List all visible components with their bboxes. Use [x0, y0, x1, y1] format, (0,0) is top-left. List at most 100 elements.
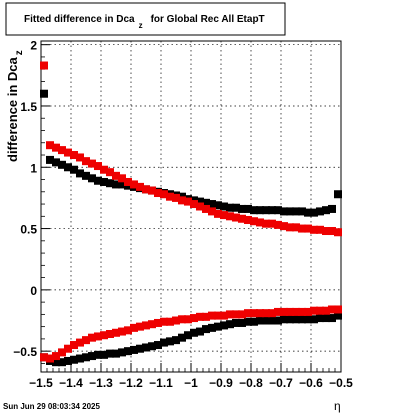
data-point-red: [286, 223, 294, 232]
y-tick-label: −0.5: [13, 345, 37, 359]
data-point-black: [280, 207, 288, 216]
data-point-red: [46, 354, 54, 363]
data-point-red: [64, 344, 72, 353]
data-point-red: [208, 311, 216, 320]
data-point-red: [304, 224, 312, 233]
data-point-red: [334, 228, 342, 237]
data-point-red: [262, 219, 270, 228]
data-point-red: [124, 177, 132, 186]
data-point-red: [226, 310, 234, 319]
data-point-red: [52, 352, 60, 361]
data-point-red: [76, 338, 84, 347]
data-point-red: [40, 353, 48, 362]
data-point-black: [148, 342, 156, 351]
data-point-black: [244, 317, 252, 326]
data-point-black: [70, 165, 78, 174]
data-point-black: [316, 314, 324, 323]
data-point-black: [244, 204, 252, 213]
data-point-black: [214, 201, 222, 210]
data-point-black: [136, 344, 144, 353]
data-point-black: [40, 89, 48, 98]
data-point-black: [82, 353, 90, 362]
data-point-black: [238, 204, 246, 213]
data-point-black: [328, 204, 336, 213]
data-point-black: [268, 316, 276, 325]
y-tick-label: 1.5: [20, 100, 37, 114]
data-point-black: [202, 325, 210, 334]
data-point-black: [256, 316, 264, 325]
data-point-black: [250, 206, 258, 215]
data-point-red: [142, 321, 150, 330]
data-point-red: [136, 182, 144, 191]
data-point-red: [328, 305, 336, 314]
data-point-black: [316, 207, 324, 216]
data-point-black: [310, 208, 318, 217]
data-point-red: [316, 225, 324, 234]
data-point-black: [250, 317, 258, 326]
data-point-red: [202, 204, 210, 213]
data-point-black: [118, 180, 126, 189]
data-point-red: [304, 307, 312, 316]
data-point-black: [304, 315, 312, 324]
x-tick-label: −0.7: [269, 376, 293, 390]
data-point-red: [196, 202, 204, 211]
data-point-red: [280, 307, 288, 316]
data-point-red: [154, 318, 162, 327]
data-point-black: [262, 206, 270, 215]
data-point-red: [208, 207, 216, 216]
data-point-black: [106, 349, 114, 358]
data-point-red: [178, 196, 186, 205]
y-axis-label: difference in Dcaz: [5, 50, 25, 162]
data-point-red: [190, 200, 198, 209]
data-point-red: [52, 143, 60, 152]
data-point-red: [268, 309, 276, 318]
data-point-black: [298, 207, 306, 216]
data-point-red: [136, 322, 144, 331]
data-point-black: [64, 163, 72, 172]
data-point-black: [166, 337, 174, 346]
data-point-black: [220, 202, 228, 211]
x-tick-label: −1.1: [149, 376, 173, 390]
data-point-black: [82, 171, 90, 180]
data-point-red: [232, 310, 240, 319]
data-point-black: [202, 198, 210, 207]
data-point-black: [106, 179, 114, 188]
data-point-black: [334, 311, 342, 320]
data-point-black: [130, 345, 138, 354]
data-point-red: [244, 309, 252, 318]
data-point-red: [82, 336, 90, 345]
data-point-black: [220, 321, 228, 330]
data-point-black: [184, 331, 192, 340]
y-tick-label: 1: [30, 161, 37, 175]
x-tick-label: −0.5: [329, 376, 353, 390]
data-point-black: [52, 158, 60, 167]
data-point-red: [328, 227, 336, 236]
data-point-red: [106, 168, 114, 177]
data-point-red: [280, 222, 288, 231]
data-point-black: [226, 203, 234, 212]
data-point-black: [196, 197, 204, 206]
data-point-red: [58, 146, 66, 155]
data-point-black: [292, 315, 300, 324]
x-axis-label: η: [334, 399, 341, 413]
data-point-black: [190, 328, 198, 337]
data-point-red: [256, 218, 264, 227]
data-point-black: [274, 316, 282, 325]
data-point-red: [166, 317, 174, 326]
data-point-black: [232, 203, 240, 212]
data-markers: [40, 61, 342, 367]
data-point-red: [238, 214, 246, 223]
data-point-black: [322, 314, 330, 323]
data-point-red: [100, 331, 108, 340]
data-point-red: [46, 141, 54, 150]
data-point-red: [190, 314, 198, 323]
data-point-black: [100, 350, 108, 359]
data-point-red: [70, 151, 78, 160]
data-point-red: [334, 305, 342, 314]
data-point-red: [142, 185, 150, 194]
data-point-red: [262, 309, 270, 318]
data-point-red: [94, 162, 102, 171]
data-point-red: [268, 219, 276, 228]
data-point-black: [262, 316, 270, 325]
data-point-red: [172, 193, 180, 202]
